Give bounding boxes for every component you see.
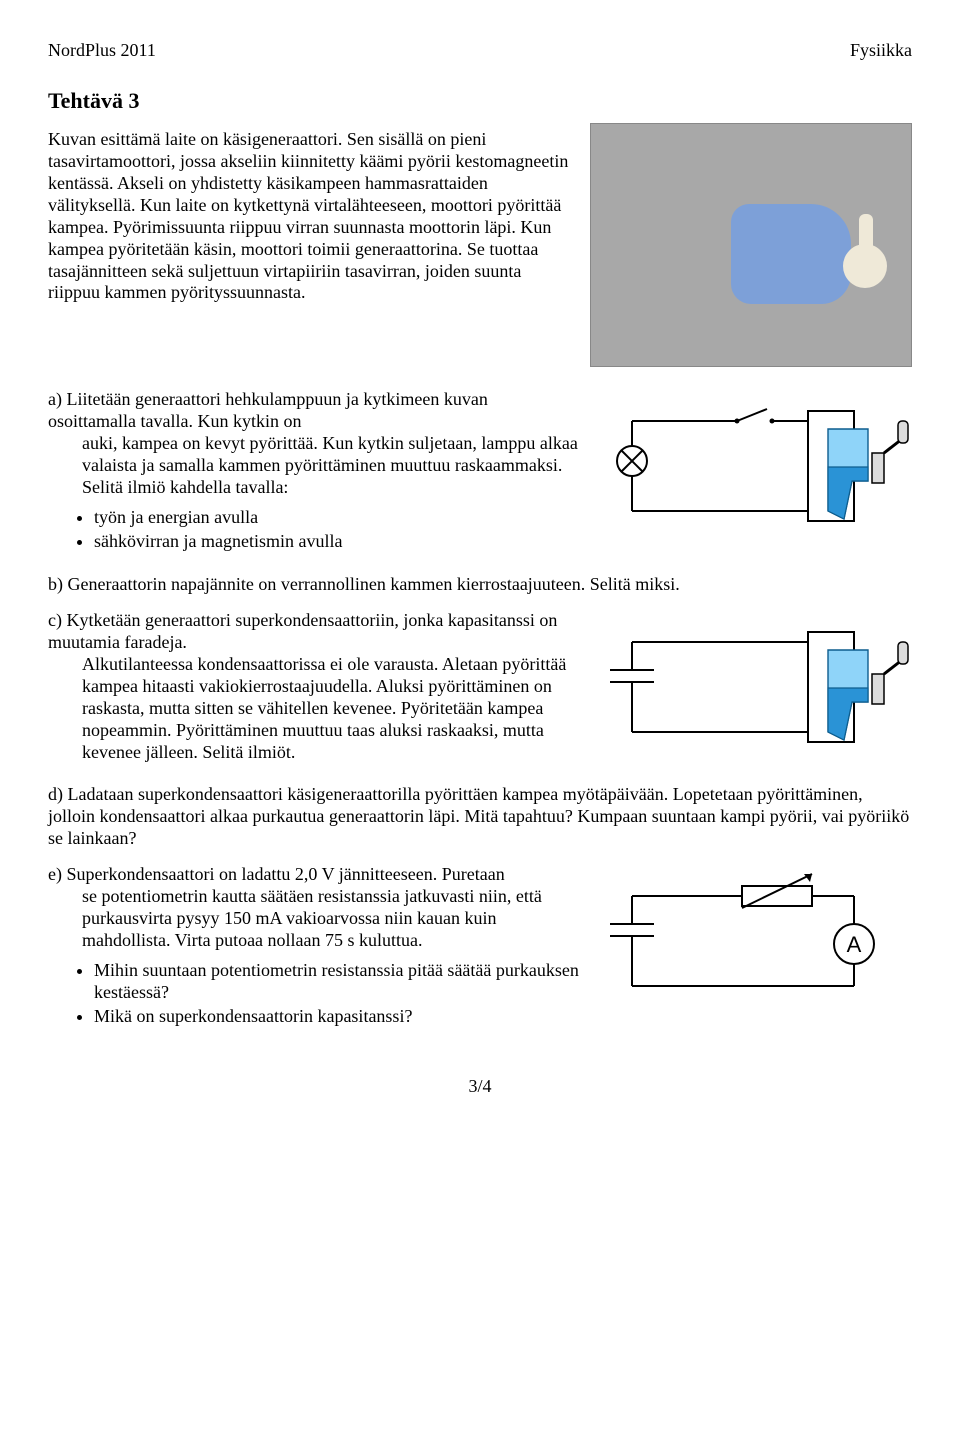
header-left: NordPlus 2011 [48, 40, 156, 62]
photo-device-body [731, 204, 851, 304]
subtask-b: b) Generaattorin napajännite on verranno… [48, 574, 912, 596]
photo-crank-arm [859, 214, 873, 284]
photo-generator [590, 123, 912, 367]
figure-a-circuit [592, 391, 912, 541]
subtask-d: d) Ladataan superkondensaattori käsigene… [48, 784, 909, 848]
header-right: Fysiikka [850, 40, 912, 62]
task-title: Tehtävä 3 [48, 88, 912, 115]
page-number: 3/4 [48, 1076, 912, 1098]
figure-c-circuit [592, 612, 912, 762]
figure-e-circuit: A [592, 866, 912, 1016]
figure-a-generator [808, 411, 908, 521]
ammeter-label: A [847, 932, 862, 957]
figure-c-generator [808, 632, 908, 742]
